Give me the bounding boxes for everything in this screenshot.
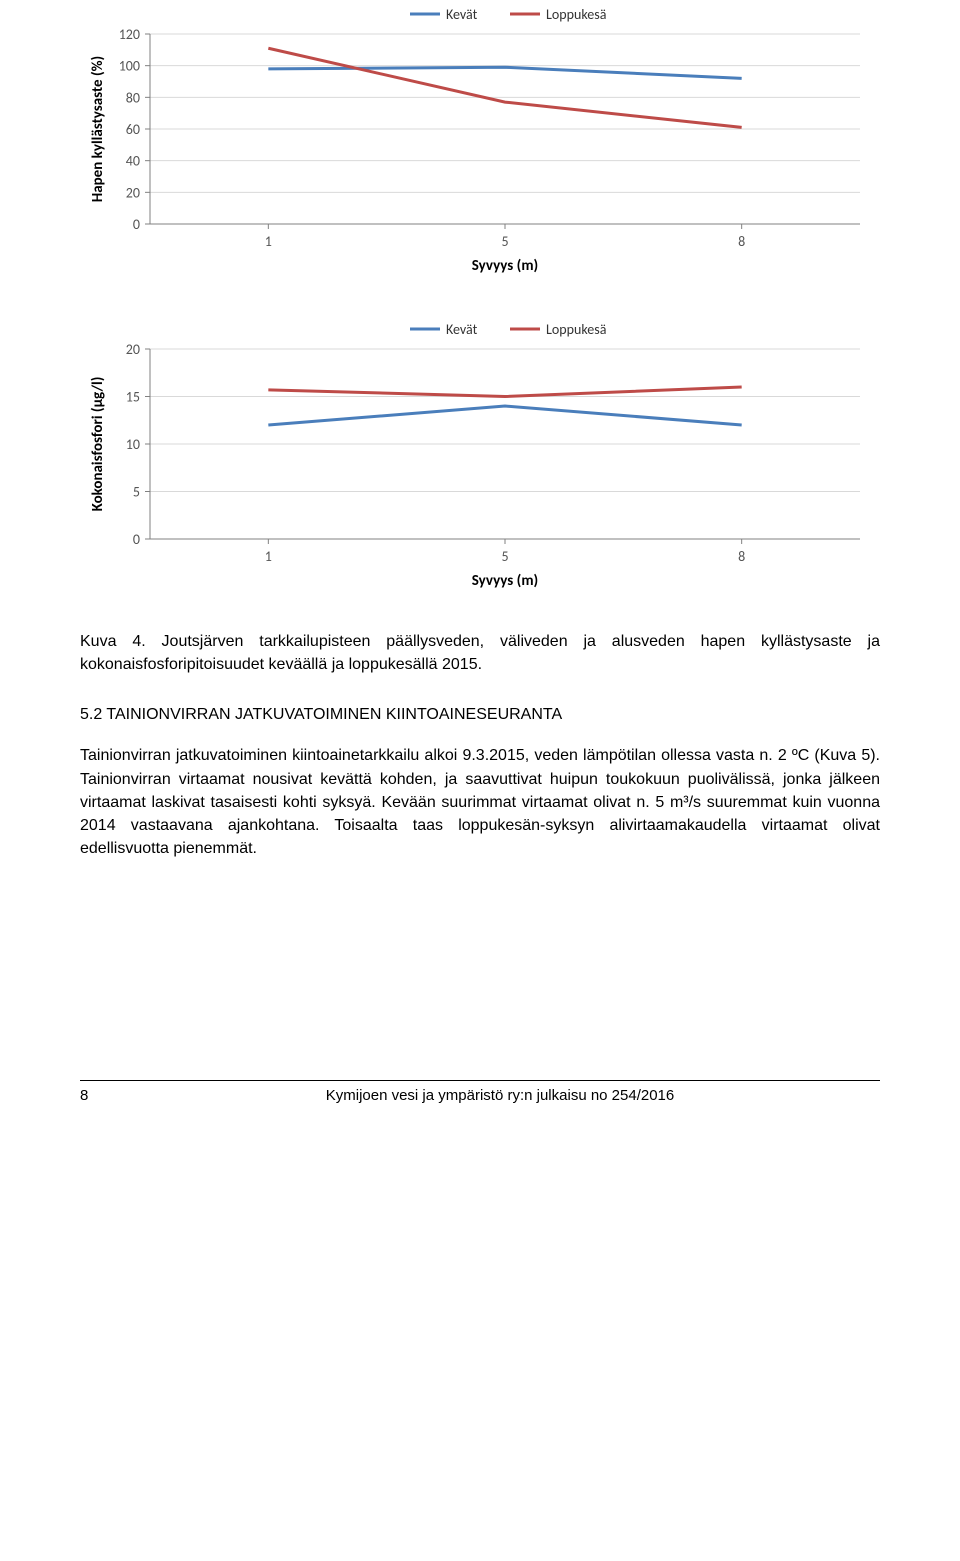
y-tick-label: 60 [126,121,140,138]
legend-label: Loppukesä [546,321,606,338]
footer-publication: Kymijoen vesi ja ympäristö ry:n julkaisu… [120,1087,880,1104]
legend-label: Kevät [446,6,478,23]
series-line [268,387,741,397]
y-tick-label: 80 [126,89,140,106]
y-tick-label: 0 [133,531,140,548]
legend-label: Loppukesä [546,6,606,23]
x-tick-label: 5 [501,233,508,250]
footer-page-number: 8 [80,1087,120,1104]
series-line [268,406,741,425]
y-tick-label: 0 [133,216,140,233]
legend-label: Kevät [446,321,478,338]
y-tick-label: 100 [119,58,140,75]
page-footer: 8 Kymijoen vesi ja ympäristö ry:n julkai… [80,1080,880,1104]
x-axis-label: Syvyys (m) [472,572,538,590]
y-tick-label: 40 [126,153,140,170]
y-tick-label: 20 [126,341,140,358]
section-heading: 5.2 TAINIONVIRRAN JATKUVATOIMINEN KIINTO… [80,706,880,724]
y-tick-label: 20 [126,184,140,201]
chart1-svg: Kevät Loppukesä 0 20 40 60 80 100 120 1 5 8 Hapen ky… [80,0,880,280]
chart-total-phosphorus: KevätLoppukesä05101520158Kokonaisfosfori… [80,315,880,600]
y-axis-label: Kokonaisfosfori (µg/l) [89,377,107,512]
x-tick-label: 1 [265,548,272,565]
series-line [268,48,741,127]
chart-oxygen-saturation: Kevät Loppukesä 0 20 40 60 80 100 120 1 5 8 Hapen ky… [80,0,880,285]
y-tick-label: 5 [133,484,140,501]
figure-caption: Kuva 4. Joutsjärven tarkkailupisteen pää… [80,630,880,676]
x-tick-label: 5 [501,548,508,565]
x-axis-label: Syvyys (m) [472,257,538,275]
y-tick-label: 10 [126,436,140,453]
series-line [268,67,741,78]
chart2-svg: KevätLoppukesä05101520158Kokonaisfosfori… [80,315,880,595]
y-tick-label: 120 [119,26,140,43]
y-axis-label: Hapen kyllästysaste (%) [89,56,107,202]
body-paragraph: Tainionvirran jatkuvatoiminen kiintoaine… [80,744,880,860]
x-tick-label: 8 [738,548,745,565]
x-tick-label: 1 [265,233,272,250]
y-tick-label: 15 [126,389,140,406]
x-tick-label: 8 [738,233,745,250]
